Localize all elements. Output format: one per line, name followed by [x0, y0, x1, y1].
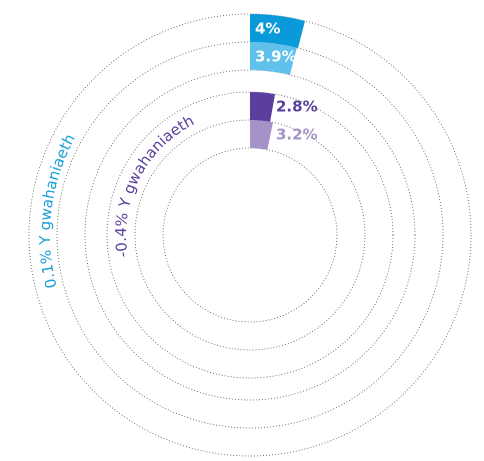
ring-outline	[162, 147, 338, 323]
ring-outline	[134, 119, 366, 351]
annotation-text: 0.1% Y gwahaniaeth	[36, 131, 79, 290]
radial-bar	[250, 42, 297, 75]
annotation: 0.1% Y gwahaniaeth	[36, 131, 79, 290]
value-label: 4%	[255, 20, 280, 38]
radial-bar	[250, 120, 273, 150]
value-label: 3.9%	[255, 48, 297, 66]
value-label: 2.8%	[276, 98, 318, 116]
ring-outline	[28, 13, 472, 457]
radial-bar	[250, 92, 276, 122]
annotation-text: -0.4% Y gwahaniaeth	[112, 111, 197, 258]
annotation: -0.4% Y gwahaniaeth	[112, 111, 197, 258]
radial-bar	[250, 14, 305, 49]
value-label: 3.2%	[276, 126, 318, 144]
ring-outline	[106, 91, 394, 379]
